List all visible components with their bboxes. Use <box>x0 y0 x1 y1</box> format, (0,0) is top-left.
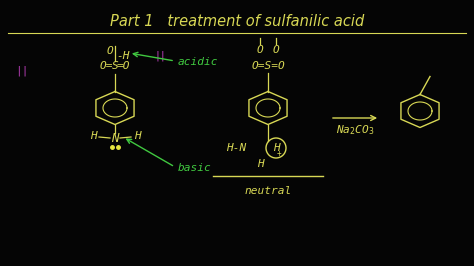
Text: O=S=O: O=S=O <box>251 61 285 71</box>
Text: Part 1   treatment of sulfanilic acid: Part 1 treatment of sulfanilic acid <box>110 14 364 29</box>
Text: O: O <box>273 45 279 55</box>
Text: neutral: neutral <box>245 186 292 196</box>
Text: H: H <box>256 159 264 169</box>
Text: acidic: acidic <box>178 57 219 67</box>
Text: O=: O= <box>100 61 113 71</box>
Text: H-N: H-N <box>226 143 246 153</box>
Text: S: S <box>111 61 118 71</box>
Text: H: H <box>134 131 140 141</box>
Text: basic: basic <box>178 163 212 173</box>
Text: O: O <box>107 46 113 56</box>
Text: ||: || <box>154 51 166 61</box>
Text: H: H <box>90 131 96 141</box>
Text: Na$_2$CO$_3$: Na$_2$CO$_3$ <box>336 123 374 137</box>
Text: H: H <box>273 143 279 153</box>
Text: ||: || <box>15 66 29 76</box>
Text: N: N <box>111 132 119 146</box>
Text: +: + <box>277 148 281 157</box>
Text: -H: -H <box>116 51 130 61</box>
Text: O: O <box>256 45 264 55</box>
Text: =O: =O <box>117 61 130 71</box>
